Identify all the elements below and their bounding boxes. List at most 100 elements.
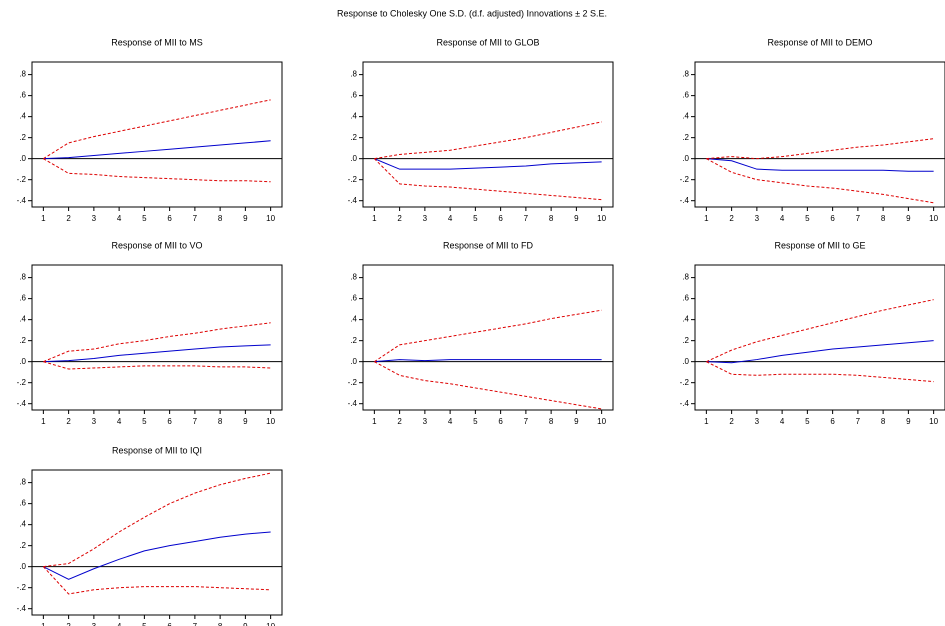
x-tick-label: 1 [372,417,377,426]
x-tick-label: 8 [218,214,223,223]
response-line [706,299,934,363]
x-tick-label: 8 [549,417,554,426]
x-tick-label: 5 [805,214,810,223]
plot-frame [694,264,945,411]
x-tick-label: 8 [549,214,554,223]
y-tick-label: .8 [19,70,26,79]
y-tick-label: .0 [682,357,689,366]
y-tick-label: .2 [682,133,689,142]
x-tick-label: 5 [805,417,810,426]
y-tick-label: -.4 [680,196,690,205]
x-tick-label: 3 [423,214,428,223]
x-tick-label: 7 [524,417,529,426]
response-line [43,99,271,160]
panel-title: Response of MII to VO [111,240,202,250]
x-tick-label: 1 [372,214,377,223]
x-tick-label: 4 [117,417,122,426]
y-tick-label: .6 [19,499,26,508]
x-tick-label: 7 [524,214,529,223]
plot-frame [362,61,614,208]
x-tick-label: 1 [41,417,46,426]
x-tick-label: 5 [142,417,147,426]
x-tick-label: 6 [830,214,835,223]
x-tick-label: 2 [66,214,71,223]
x-tick-label: 5 [142,214,147,223]
x-tick-label: 8 [881,214,886,223]
y-tick-label: .8 [682,70,689,79]
x-tick-label: 8 [218,417,223,426]
x-tick-label: 2 [397,417,402,426]
response-line [374,359,602,363]
y-tick-label: .4 [19,520,26,529]
response-line [43,472,271,568]
y-tick-label: .6 [350,294,357,303]
x-tick-label: 2 [66,622,71,626]
plot-frame [31,61,283,208]
response-line [43,344,271,363]
x-tick-label: 9 [906,417,911,426]
response-line [374,361,602,410]
x-tick-label: 10 [266,417,275,426]
x-tick-label: 10 [266,214,275,223]
y-tick-label: .8 [19,273,26,282]
x-tick-label: 3 [92,417,97,426]
x-tick-label: 3 [92,214,97,223]
response-line [706,138,934,160]
x-tick-label: 7 [856,214,861,223]
y-tick-label: .6 [350,91,357,100]
y-tick-label: -.4 [17,399,27,408]
x-tick-label: 4 [117,622,122,626]
y-tick-label: -.4 [348,399,358,408]
y-tick-label: -.2 [17,175,27,184]
x-tick-label: 2 [729,214,734,223]
y-tick-label: .6 [19,91,26,100]
y-tick-label: .2 [19,336,26,345]
y-tick-label: -.2 [348,175,358,184]
x-tick-label: 4 [117,214,122,223]
x-tick-label: 9 [906,214,911,223]
x-tick-label: 6 [167,622,172,626]
plot-frame [31,264,283,411]
y-tick-label: .0 [350,154,357,163]
x-tick-label: 3 [755,214,760,223]
y-tick-label: .4 [19,315,26,324]
plot-frame [362,264,614,411]
plot-frame [694,61,945,208]
plot-frame [31,469,283,616]
response-line [43,158,271,183]
y-tick-label: .4 [682,112,689,121]
y-tick-label: -.2 [348,378,358,387]
x-tick-label: 1 [41,622,46,626]
x-tick-label: 4 [780,417,785,426]
y-tick-label: -.2 [680,175,690,184]
y-tick-label: .0 [19,357,26,366]
y-tick-label: .0 [19,562,26,571]
x-tick-label: 1 [41,214,46,223]
panel-title: Response of MII to GE [774,240,865,250]
response-line [43,140,271,160]
y-tick-label: .6 [19,294,26,303]
y-tick-label: -.2 [680,378,690,387]
response-line [374,121,602,160]
x-tick-label: 6 [167,214,172,223]
y-tick-label: .2 [350,133,357,142]
x-tick-label: 7 [193,622,198,626]
response-line [374,309,602,363]
y-tick-label: .4 [19,112,26,121]
response-line [706,361,934,383]
x-tick-label: 9 [243,214,248,223]
panel-title: Response of MII to IQI [112,445,202,455]
x-tick-label: 10 [266,622,275,626]
y-tick-label: .8 [350,70,357,79]
panel-title: Response of MII to FD [443,240,534,250]
y-tick-label: -.4 [680,399,690,408]
panel-title: Response of MII to DEMO [767,37,872,47]
x-tick-label: 6 [167,417,172,426]
x-tick-label: 8 [881,417,886,426]
response-line [43,322,271,363]
x-tick-label: 9 [243,417,248,426]
x-tick-label: 7 [193,214,198,223]
x-tick-label: 4 [780,214,785,223]
y-tick-label: .2 [19,541,26,550]
